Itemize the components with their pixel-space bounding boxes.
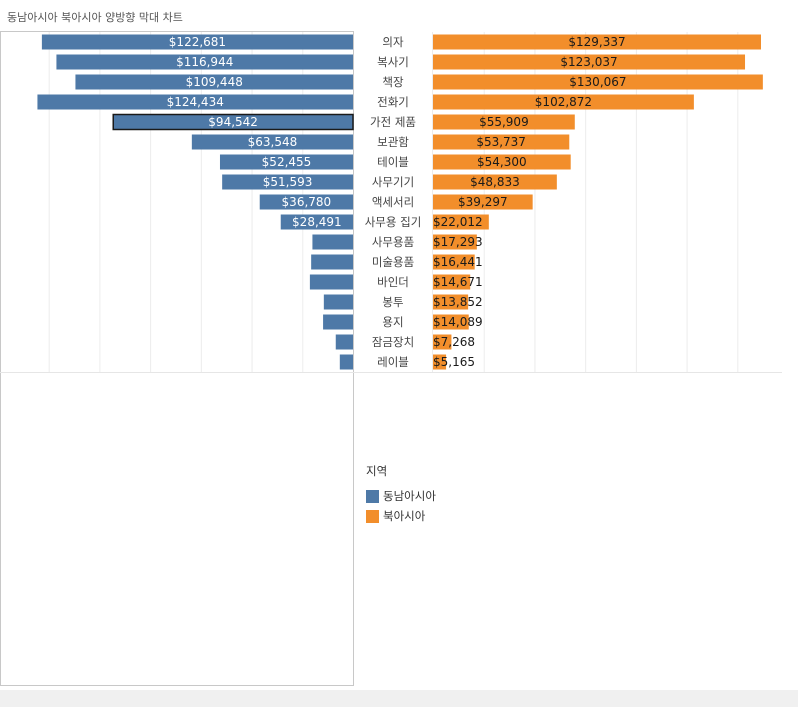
chart-title: 동남아시아 북아시아 양방향 막대 차트	[7, 11, 183, 24]
bar-right-15[interactable]	[433, 334, 452, 350]
bar-right-label: $102,872	[535, 95, 592, 109]
category-label: 사무용 집기	[365, 215, 422, 229]
bar-left-14[interactable]	[323, 314, 353, 330]
category-label: 레이블	[377, 355, 409, 369]
bar-left-10[interactable]	[312, 234, 353, 250]
bar-left-label: $63,548	[248, 135, 298, 149]
bar-left-label: $36,780	[282, 195, 332, 209]
bar-right-label: $5,165	[433, 355, 475, 369]
legend-item-north-asia[interactable]: 북아시아	[366, 506, 436, 526]
bar-left-label: $122,681	[169, 35, 226, 49]
bars-north-asia: $129,337 $123,037 $130,067 $102,872 $55,909 $…	[433, 34, 763, 370]
bar-left-label: $51,593	[263, 175, 313, 189]
bar-right-label: $123,037	[560, 55, 617, 69]
bar-left-6[interactable]	[219, 154, 353, 170]
bar-right-3[interactable]	[433, 94, 694, 110]
bar-left-0[interactable]	[41, 34, 354, 50]
bar-left-7[interactable]	[222, 174, 353, 190]
bar-right-1[interactable]	[433, 54, 746, 70]
category-label: 미술용품	[372, 255, 414, 269]
category-label: 복사기	[377, 55, 409, 69]
bar-right-label: $17,293	[433, 235, 483, 249]
bar-right-12[interactable]	[433, 274, 471, 290]
bar-right-9[interactable]	[433, 214, 489, 230]
bar-left-9[interactable]	[280, 214, 353, 230]
legend-swatch-north-asia	[366, 509, 379, 523]
bar-right-10[interactable]	[433, 234, 477, 250]
bar-right-label: $39,297	[458, 195, 508, 209]
category-label: 용지	[382, 315, 403, 329]
bar-right-14[interactable]	[433, 314, 469, 330]
category-label: 봉투	[382, 295, 403, 309]
bar-left-1[interactable]	[56, 54, 353, 70]
bar-left-2[interactable]	[75, 74, 353, 90]
bar-right-11[interactable]	[433, 254, 475, 270]
category-label: 사무기기	[372, 175, 414, 189]
bar-left-8[interactable]	[259, 194, 353, 210]
category-label: 바인더	[377, 275, 409, 289]
category-label: 가전 제품	[370, 115, 416, 129]
bar-right-2[interactable]	[433, 74, 763, 90]
bar-left-label: $52,455	[262, 155, 312, 169]
bar-right-label: $130,067	[569, 75, 626, 89]
bar-right-13[interactable]	[433, 294, 469, 310]
bar-right-label: $22,012	[433, 215, 483, 229]
footer-band	[0, 690, 798, 707]
category-label: 전화기	[377, 95, 409, 109]
left-pane-frame	[0, 31, 354, 686]
legend-title: 지역	[366, 464, 388, 478]
bar-right-label: $7,268	[433, 335, 475, 349]
bar-left-15[interactable]	[335, 334, 353, 350]
bar-right-label: $16,441	[433, 255, 483, 269]
bar-right-6[interactable]	[433, 154, 571, 170]
bar-left-label: $28,491	[292, 215, 342, 229]
bar-left-12[interactable]	[309, 274, 353, 290]
legend-label-north-asia: 북아시아	[383, 509, 426, 523]
bar-right-label: $14,089	[433, 315, 483, 329]
bar-left-5[interactable]	[191, 134, 353, 150]
category-label: 사무용품	[372, 235, 414, 249]
bar-right-label: $55,909	[479, 115, 529, 129]
bars-southeast-asia: $122,681 $116,944 $109,448 $124,434 $94,542 $…	[37, 34, 354, 370]
bar-right-label: $13,852	[433, 295, 483, 309]
bar-right-8[interactable]	[433, 194, 533, 210]
bar-right-5[interactable]	[433, 134, 570, 150]
bar-left-label: $124,434	[167, 95, 224, 109]
bar-left-label: $94,542	[208, 115, 258, 129]
category-label: 액세서리	[372, 195, 414, 209]
category-label: 의자	[382, 35, 404, 49]
bar-right-label: $54,300	[477, 155, 527, 169]
bar-right-16[interactable]	[433, 354, 447, 370]
category-label: 테이블	[377, 155, 409, 169]
diverging-bar-chart: $122,681 $116,944 $109,448 $124,434 $94,542 $…	[0, 31, 782, 686]
category-label: 잠금장치	[372, 335, 414, 349]
bar-left-13[interactable]	[323, 294, 353, 310]
bar-right-label: $129,337	[568, 35, 625, 49]
legend-label-southeast-asia: 동남아시아	[383, 489, 436, 503]
bar-left-label: $116,944	[176, 55, 233, 69]
bar-left-3[interactable]	[37, 94, 354, 110]
legend-item-southeast-asia[interactable]: 동남아시아	[366, 486, 436, 506]
category-label: 책장	[382, 75, 404, 89]
bar-left-16[interactable]	[339, 354, 353, 370]
bar-right-7[interactable]	[433, 174, 557, 190]
legend-swatch-southeast-asia	[366, 489, 379, 503]
bar-left-11[interactable]	[311, 254, 353, 270]
bar-right-label: $53,737	[476, 135, 526, 149]
bar-right-0[interactable]	[433, 34, 761, 50]
bar-right-label: $14,671	[433, 275, 483, 289]
bar-right-4[interactable]	[433, 114, 575, 130]
bar-left-4[interactable]	[112, 113, 354, 131]
legend: 지역 동남아시아 북아시아	[366, 463, 436, 526]
bar-right-label: $48,833	[470, 175, 520, 189]
category-label: 보관함	[377, 135, 409, 149]
bar-left-label: $109,448	[186, 75, 243, 89]
